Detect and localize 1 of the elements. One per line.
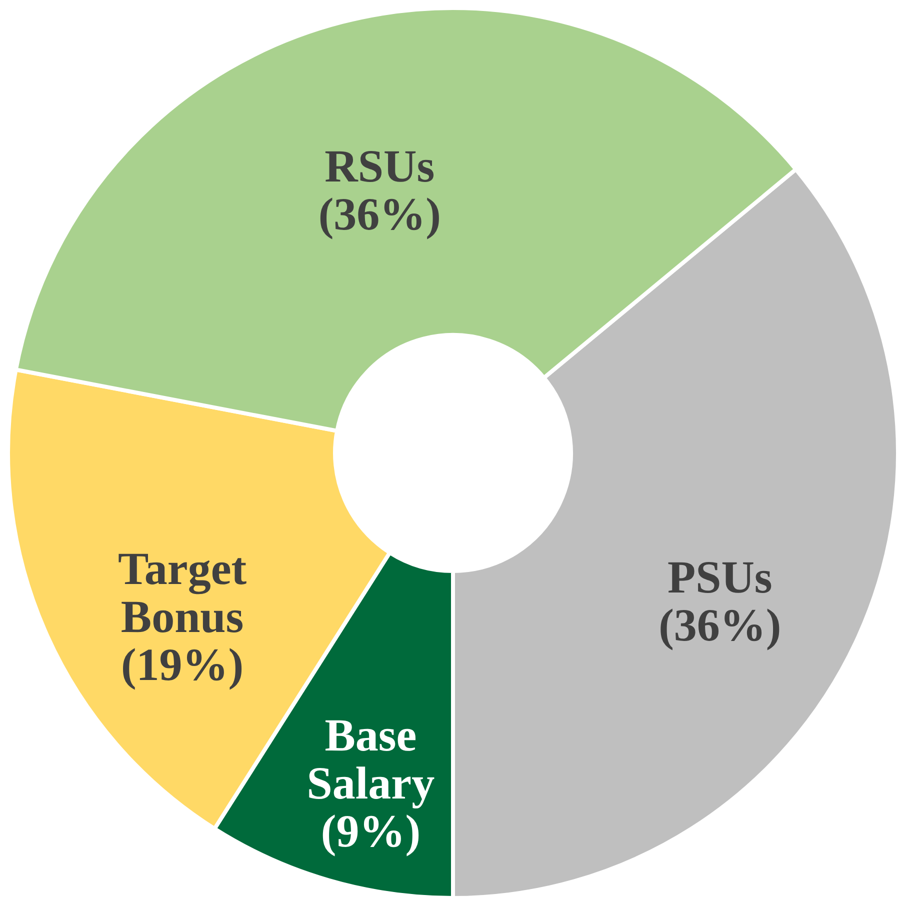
slice-label: Base Salary bbox=[306, 709, 435, 808]
